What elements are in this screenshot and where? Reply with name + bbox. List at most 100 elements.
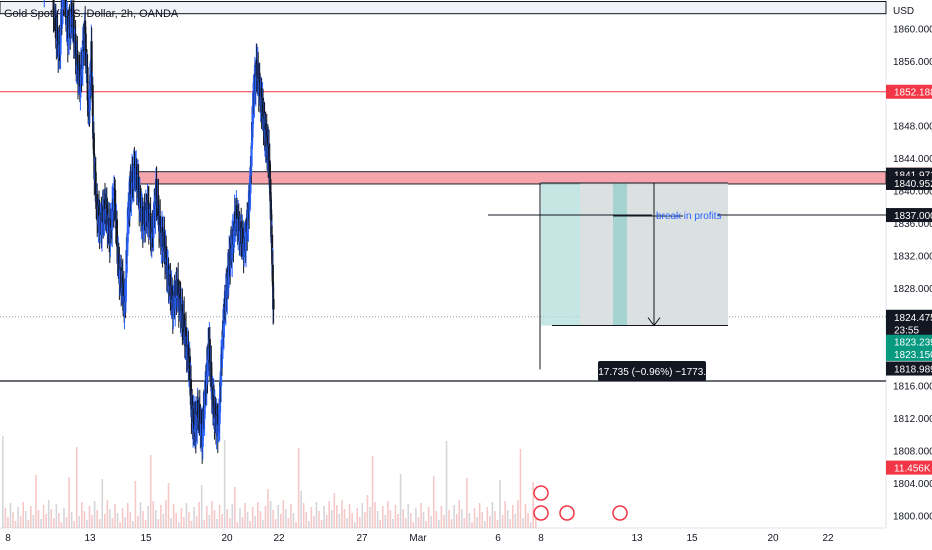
candle-body (220, 354, 223, 386)
volume-bar (524, 504, 527, 528)
volume-bar (389, 510, 392, 528)
volume-bar (336, 505, 338, 528)
volume-bar (244, 503, 246, 528)
volume-bar (96, 510, 98, 528)
volume-bar (471, 522, 473, 528)
candle-body (231, 237, 234, 261)
candle-body (214, 406, 217, 419)
volume-bar (4, 508, 7, 528)
x-tick-label: 15 (140, 533, 152, 544)
candle-body (74, 33, 77, 59)
price-tag (886, 322, 932, 337)
candle-body (182, 328, 184, 330)
volume-bar (374, 502, 376, 528)
volume-bar (292, 513, 295, 528)
volume-bar (147, 506, 149, 528)
volume-bar (81, 502, 83, 528)
candle-body (70, 8, 73, 12)
volume-bar (517, 500, 519, 528)
candle-body (99, 214, 102, 233)
x-tick-label: 22 (822, 533, 834, 544)
candle-body (160, 232, 163, 247)
volume-bar (486, 507, 489, 528)
volume-bar (496, 520, 499, 528)
candle-body (139, 191, 142, 203)
volume-bar (527, 513, 529, 528)
candle-body (151, 227, 154, 233)
price-tag (886, 460, 932, 475)
volume-bar (47, 500, 50, 528)
candle-body (86, 67, 89, 101)
candle-body (126, 208, 129, 243)
candle-body (203, 407, 206, 420)
volume-bar (132, 521, 134, 528)
volume-bar (129, 512, 132, 528)
volume-bar (445, 441, 448, 528)
volume-bar (455, 514, 458, 528)
volume-bar (402, 509, 404, 528)
volume-bar (489, 516, 491, 528)
candle-body (111, 202, 114, 231)
candle-body (134, 168, 137, 180)
volume-bar (101, 479, 104, 528)
candle-body (245, 231, 247, 252)
event-flash-icon (533, 485, 549, 501)
candle-body (56, 26, 59, 42)
volume-bar (170, 518, 172, 528)
candle-body (77, 68, 80, 85)
volume-group (2, 436, 537, 528)
volume-bar (177, 522, 180, 528)
volume-bar (27, 520, 30, 528)
volume-bar (40, 519, 42, 528)
volume-bar (226, 509, 228, 528)
volume-bar (9, 503, 12, 528)
volume-bar (295, 522, 297, 528)
volume-bar (152, 501, 155, 528)
volume-bar (172, 504, 175, 528)
volume-bar (359, 517, 361, 528)
volume-bar (193, 507, 195, 528)
candle-body (174, 295, 177, 310)
volume-bar (512, 505, 514, 528)
candle-body (271, 265, 274, 287)
candle-body (84, 20, 87, 34)
volume-bar (308, 521, 310, 528)
candle-body (72, 14, 75, 16)
candle-body (65, 17, 68, 25)
y-tick-label: 1800.000 (893, 512, 932, 523)
y-tick-label: 1816.000 (893, 382, 932, 393)
price-tag (886, 208, 932, 223)
candle-body (78, 69, 81, 94)
candle-body (249, 169, 252, 194)
candle-body (200, 418, 203, 425)
y-tick-label: 1860.000 (893, 24, 932, 35)
price-tag (886, 334, 932, 349)
volume-bar (32, 515, 35, 528)
candle-body (120, 267, 123, 293)
candle-body (157, 195, 160, 217)
candle-body (234, 211, 237, 227)
x-tick-label: 6 (495, 533, 501, 544)
candle-body (179, 298, 182, 322)
candle-body (175, 280, 178, 299)
candle-body (69, 8, 72, 34)
volume-bar (448, 510, 450, 528)
volume-bar (476, 517, 478, 528)
candle-body (237, 217, 240, 219)
volume-bar (529, 522, 532, 528)
volume-bar (387, 501, 389, 528)
highlight-band (613, 182, 627, 326)
volume-bar (325, 515, 328, 528)
volume-bar (160, 505, 162, 528)
x-tick-label: 8 (5, 533, 11, 544)
volume-bar (302, 503, 305, 528)
y-tick-label: 1832.000 (893, 252, 932, 263)
candle-body (145, 202, 148, 210)
axis-currency-label: USD (893, 6, 914, 17)
candle-body (217, 425, 220, 437)
volume-bar (14, 521, 17, 528)
price-tag-label: 1823.150 (894, 350, 932, 361)
price-tag-label: 1852.188 (894, 88, 932, 99)
volume-bar (412, 522, 415, 528)
